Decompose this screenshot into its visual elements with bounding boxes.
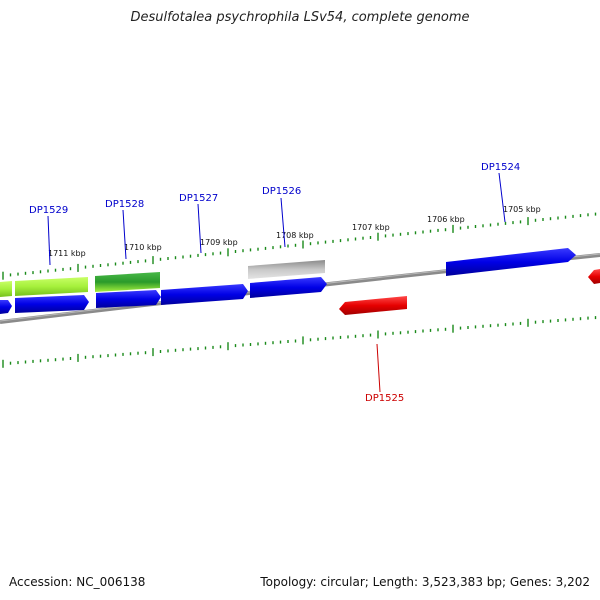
gene-arrow-dark-green[interactable] — [95, 272, 160, 292]
gene-label-dp1529[interactable]: DP1529 — [29, 205, 68, 216]
gene-label-dp1524[interactable]: DP1524 — [481, 162, 520, 173]
inner-scale-ticks — [2, 316, 597, 368]
gene-arrow-red-right-edge[interactable] — [588, 269, 600, 284]
gene-label-dp1527[interactable]: DP1527 — [179, 193, 218, 204]
leader-line-dp1526 — [280, 197, 286, 248]
gene-label-dp1526[interactable]: DP1526 — [262, 186, 301, 197]
gene-arrow-blue-dp1526[interactable] — [250, 277, 327, 298]
scale-label-1710: 1710 kbp — [124, 243, 162, 252]
leader-line-dp1524 — [498, 172, 506, 223]
gene-arrow-blue-left[interactable] — [0, 300, 12, 314]
leader-line-dp1525 — [376, 343, 381, 393]
gene-arrow-gray[interactable] — [248, 260, 325, 279]
accession-text: Accession: NC_006138 — [9, 575, 146, 589]
gene-arrow-light-green[interactable] — [15, 277, 88, 296]
scale-label-1711: 1711 kbp — [48, 249, 86, 258]
gene-label-dp1528[interactable]: DP1528 — [105, 199, 144, 210]
scale-label-1706: 1706 kbp — [427, 215, 465, 224]
outer-scale-ticks — [2, 212, 597, 280]
map-title: Desulfotalea psychrophila LSv54, complet… — [130, 10, 470, 25]
gene-arrow-blue-dp1528[interactable] — [96, 290, 161, 308]
leader-line-dp1529 — [47, 215, 51, 266]
gene-arrow-red-dp1525[interactable] — [339, 296, 407, 315]
leader-line-dp1527 — [197, 203, 202, 254]
gene-arrow-light-green-left[interactable] — [0, 281, 12, 297]
gene-arrow-blue-dp1524[interactable] — [446, 248, 576, 276]
genome-summary-text: Topology: circular; Length: 3,523,383 bp… — [260, 575, 590, 589]
gene-arrow-blue-dp1529[interactable] — [15, 295, 89, 313]
scale-label-1705: 1705 kbp — [503, 205, 541, 214]
scale-label-1708: 1708 kbp — [276, 231, 314, 240]
gene-label-dp1525[interactable]: DP1525 — [365, 393, 404, 404]
scale-label-1707: 1707 kbp — [352, 223, 390, 232]
gene-arrow-blue-dp1527[interactable] — [161, 284, 248, 305]
scale-label-1709: 1709 kbp — [200, 238, 238, 247]
leader-line-dp1528 — [122, 209, 127, 260]
